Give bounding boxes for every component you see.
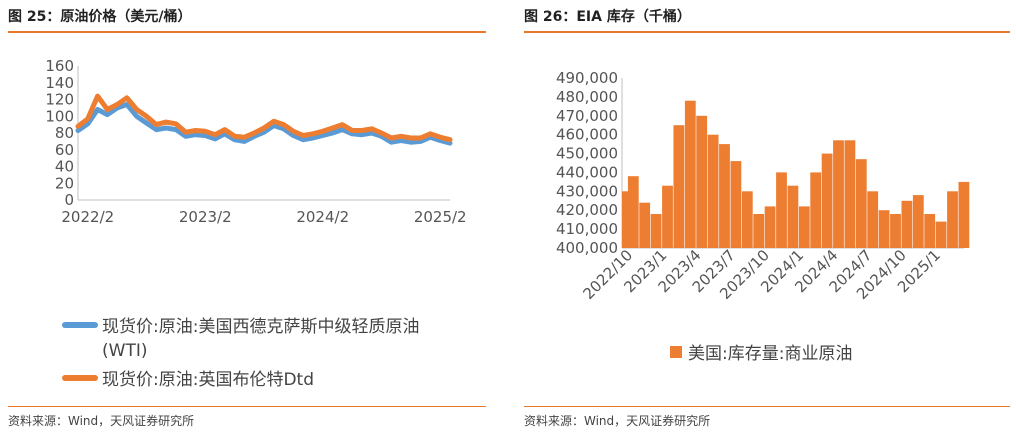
inventory-bar xyxy=(810,172,822,248)
legend-swatch-brent xyxy=(62,374,98,381)
inventory-bar xyxy=(650,214,662,248)
left-y-tick-label: 100 xyxy=(45,107,74,125)
left-panel-title: 图 25：原油价格（美元/桶） xyxy=(8,9,192,25)
inventory-bar xyxy=(707,134,719,248)
legend-item-brent: 现货价:原油:英国布伦特Dtd xyxy=(62,365,419,390)
right-title-rule xyxy=(524,31,1010,33)
right-y-tick-label: 460,000 xyxy=(556,126,618,144)
right-y-tick-label: 480,000 xyxy=(556,88,618,106)
right-y-tick-label: 430,000 xyxy=(556,182,618,200)
inventory-bar xyxy=(890,214,901,248)
inventory-bar xyxy=(878,210,890,248)
left-legend: 现货价:原油:美国西德克萨斯中级轻质原油 (WTI) 现货价:原油:英国布伦特D… xyxy=(62,312,419,390)
inventory-bar xyxy=(901,200,913,248)
eia-inventory-chart: 400,000410,000420,000430,000440,000450,0… xyxy=(556,69,970,303)
inventory-bar xyxy=(627,176,639,248)
right-panel-title: 图 26：EIA 库存（千桶） xyxy=(524,9,691,25)
left-y-tick-label: 80 xyxy=(55,124,74,142)
legend-label-inventory: 美国:库存量:商业原油 xyxy=(688,344,853,364)
right-y-tick-label: 410,000 xyxy=(556,220,618,238)
inventory-bar xyxy=(719,144,730,248)
legend-label-wti: 现货价:原油:美国西德克萨斯中级轻质原油 xyxy=(102,317,420,337)
legend-swatch-inventory xyxy=(670,345,682,358)
legend-label-brent: 现货价:原油:英国布伦特Dtd xyxy=(102,370,315,390)
left-x-tick-label: 2025/2 xyxy=(414,208,467,226)
right-y-tick-label: 400,000 xyxy=(556,239,618,257)
legend-swatch-wti xyxy=(62,321,98,328)
inventory-bar xyxy=(947,191,958,248)
inventory-bar xyxy=(741,191,753,248)
left-y-tick-label: 160 xyxy=(45,57,74,75)
inventory-bar xyxy=(912,195,924,248)
right-source: 资料来源：Wind，天风证券研究所 xyxy=(524,414,711,428)
left-x-tick-label: 2023/2 xyxy=(179,208,232,226)
inventory-bar xyxy=(753,214,765,248)
left-source: 资料来源：Wind，天风证券研究所 xyxy=(8,414,195,428)
brent-series-line xyxy=(75,93,453,143)
inventory-bar xyxy=(844,140,856,248)
inventory-bar xyxy=(673,125,685,248)
right-y-tick-label: 420,000 xyxy=(556,201,618,219)
left-y-tick-label: 20 xyxy=(55,174,74,192)
right-legend: 美国:库存量:商业原油 xyxy=(670,339,852,364)
left-y-tick-label: 0 xyxy=(64,191,74,209)
right-y-tick-label: 470,000 xyxy=(556,107,618,125)
inventory-bar xyxy=(924,214,936,248)
inventory-bar xyxy=(958,181,970,248)
inventory-bar xyxy=(787,185,799,248)
inventory-bar xyxy=(730,161,742,248)
right-source-rule xyxy=(524,406,1010,407)
left-y-tick-label: 60 xyxy=(55,141,74,159)
inventory-bar xyxy=(622,191,633,248)
inventory-bar xyxy=(798,206,810,248)
left-title-rule xyxy=(8,31,486,33)
inventory-bar xyxy=(855,159,867,248)
inventory-bar xyxy=(821,153,833,248)
left-y-tick-label: 120 xyxy=(45,91,74,109)
left-source-rule xyxy=(8,406,486,407)
legend-label-wti-cont: (WTI) xyxy=(102,341,148,361)
inventory-bar xyxy=(684,100,696,248)
inventory-bar xyxy=(639,202,651,248)
right-y-tick-label: 490,000 xyxy=(556,69,618,87)
left-x-tick-label: 2024/2 xyxy=(296,208,349,226)
inventory-bar xyxy=(833,140,844,248)
right-y-tick-label: 440,000 xyxy=(556,163,618,181)
inventory-bar xyxy=(776,172,787,248)
legend-item-wti: 现货价:原油:美国西德克萨斯中级轻质原油 xyxy=(62,312,419,337)
left-y-tick-label: 40 xyxy=(55,158,74,176)
inventory-bar xyxy=(696,115,708,248)
inventory-bar xyxy=(867,191,879,248)
legend-item-inventory: 美国:库存量:商业原油 xyxy=(670,339,852,364)
inventory-bar xyxy=(935,221,947,248)
wti-series-line xyxy=(75,102,453,146)
left-x-tick-label: 2022/2 xyxy=(61,208,114,226)
inventory-bar xyxy=(662,185,673,248)
inventory-bar xyxy=(764,206,776,248)
left-y-tick-label: 140 xyxy=(45,74,74,92)
right-y-tick-label: 450,000 xyxy=(556,145,618,163)
